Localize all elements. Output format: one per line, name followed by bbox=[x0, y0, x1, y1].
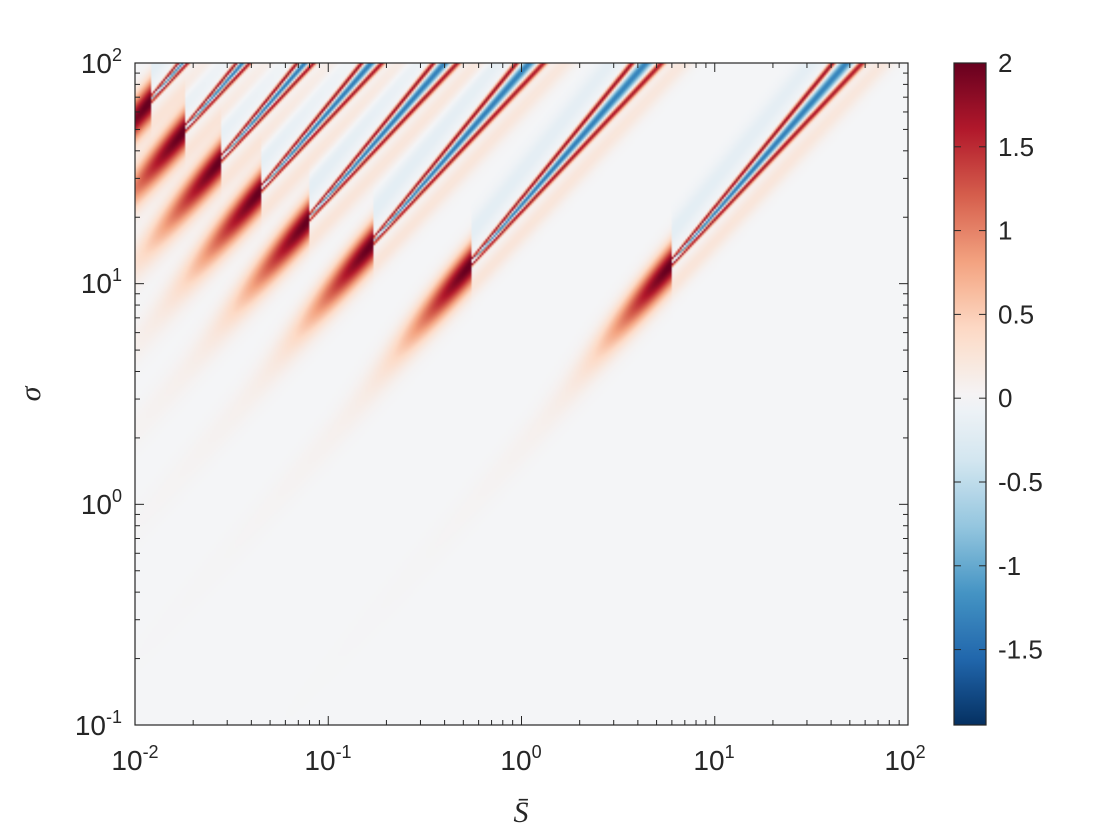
x-tick-labels: 10-2 10-1 100 101 102 bbox=[111, 742, 925, 776]
colorbar-frame bbox=[953, 62, 987, 726]
x-major-ticks bbox=[134, 63, 909, 725]
colorbar-label: 1.5 bbox=[998, 132, 1034, 162]
heatmap-image bbox=[135, 63, 908, 725]
x-tick-label: 101 bbox=[693, 742, 734, 776]
colorbar-label: 0.5 bbox=[998, 299, 1034, 329]
x-tick-label: 100 bbox=[500, 742, 541, 776]
colorbar-label: -1 bbox=[998, 551, 1021, 581]
x-axis-title: S̄ bbox=[514, 796, 529, 829]
x-minor-ticks bbox=[192, 63, 900, 725]
y-minor-ticks bbox=[135, 72, 908, 660]
y-tick-labels: 10-1 100 101 102 bbox=[75, 45, 122, 741]
colorbar-label: 0 bbox=[998, 383, 1012, 413]
y-tick-label: 100 bbox=[81, 486, 122, 520]
x-tick-label: 10-1 bbox=[304, 742, 351, 776]
y-tick-label: 102 bbox=[81, 45, 122, 79]
x-tick-label: 102 bbox=[884, 742, 925, 776]
colorbar-label: -1.5 bbox=[998, 635, 1043, 665]
y-tick-label: 10-1 bbox=[75, 707, 122, 741]
colorbar-label: 1 bbox=[998, 216, 1012, 246]
colorbar: 2 1.5 1 0.5 0 -0.5 -1 -1.5 bbox=[953, 48, 1043, 726]
colorbar-labels: 2 1.5 1 0.5 0 -0.5 -1 -1.5 bbox=[998, 48, 1043, 665]
x-tick-label: 10-2 bbox=[111, 742, 158, 776]
colorbar-ticks bbox=[954, 62, 986, 651]
y-major-ticks bbox=[135, 62, 908, 726]
plot-area bbox=[134, 62, 909, 726]
colorbar-label: -0.5 bbox=[998, 467, 1043, 497]
y-axis-title: σ bbox=[14, 385, 47, 401]
y-tick-label: 101 bbox=[81, 265, 122, 299]
colorbar-label: 2 bbox=[998, 48, 1012, 78]
colorbar-fill bbox=[954, 63, 986, 725]
